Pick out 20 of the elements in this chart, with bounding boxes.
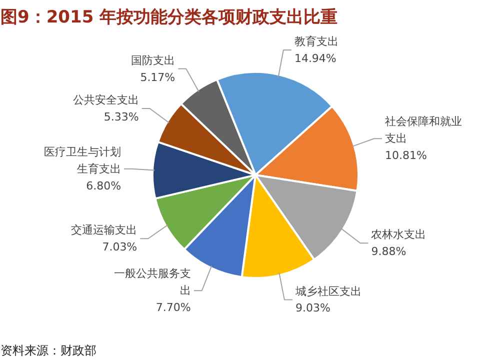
slice-label: 交通运输支出	[71, 224, 138, 237]
chart-title: 图9：2015 年按功能分类各项财政支出比重	[0, 8, 338, 28]
slice-label: 医疗卫生与计划生育支出	[44, 145, 122, 176]
data-label: 9.88%	[371, 245, 406, 258]
slice-label: 教育支出	[294, 35, 338, 48]
slice-label: 一般公共服务支出	[114, 267, 191, 298]
data-label: 9.03%	[295, 302, 330, 315]
slice-label: 农林水支出	[371, 228, 426, 242]
slice-label: 城乡社区支出	[294, 284, 362, 298]
data-label: 7.70%	[156, 301, 191, 314]
data-label: 10.81%	[385, 148, 427, 162]
data-label: 5.33%	[104, 110, 139, 124]
slice-label: 公共安全支出	[72, 94, 139, 107]
slice-label: 社会保障和就业支出	[385, 115, 462, 146]
data-label: 5.17%	[140, 70, 176, 84]
text: 资料来源：财政部	[0, 344, 96, 358]
data-label: 6.80%	[86, 179, 122, 192]
slice-label: 国防支出	[131, 54, 176, 67]
data-label: 7.03%	[102, 240, 138, 254]
data-label: 14.94%	[294, 52, 336, 65]
